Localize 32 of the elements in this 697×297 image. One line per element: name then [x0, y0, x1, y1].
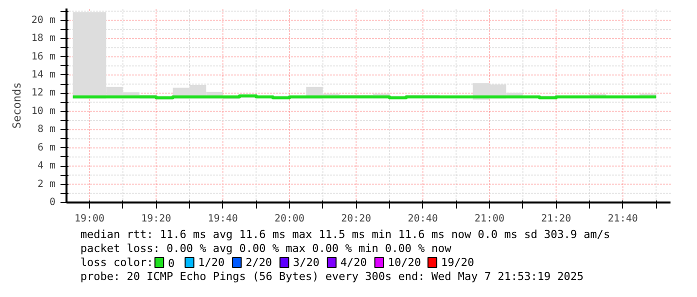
x-tick-label: 19:20 [141, 214, 172, 224]
legend-label: 3/20 [292, 256, 320, 269]
y-tick-label: 20 m [31, 14, 56, 26]
legend-label: 19/20 [440, 256, 474, 269]
x-tick-label: 20:00 [274, 214, 305, 224]
x-tick-label: 20:20 [341, 214, 372, 224]
text: median rtt: 11.6 ms avg 11.6 ms max 11.5 ms min 11.6 ms now 0.0 ms sd 303.9 am/s [80, 228, 610, 241]
x-tick-label: 21:20 [541, 214, 572, 224]
legend-title: loss color: [80, 256, 154, 269]
text: packet loss: 0.00 % avg 0.00 % max 0.00 % min 0.00 % now [80, 242, 452, 255]
y-tick-label: 4 m [37, 160, 56, 172]
legend-label: 4/20 [340, 256, 367, 269]
y-axis-title: Seconds [10, 82, 24, 129]
y-tick-label: 18 m [31, 33, 56, 44]
legend-label: 1/20 [198, 256, 225, 269]
y-tick-label: 8 m [37, 124, 56, 136]
y-tick-label: 14 m [31, 69, 56, 80]
text: probe: 20 ICMP Echo Pings (56 Bytes) every 300s end: Wed May 7 21:53:19 2025 [80, 270, 584, 283]
legend-label: 2/20 [246, 256, 272, 269]
x-tick-label: 19:40 [208, 214, 238, 224]
y-tick-label: 16 m [31, 51, 56, 62]
x-tick-label: 19:00 [74, 214, 105, 224]
y-tick-label: 6 m [37, 142, 56, 154]
y-tick-label: 10 m [31, 106, 56, 117]
x-tick-label: 20:40 [408, 214, 438, 224]
x-tick-label: 21:00 [474, 214, 505, 224]
x-tick-label: 21:40 [608, 214, 638, 224]
legend-label: 0 [168, 257, 175, 270]
y-tick-label: 2 m [37, 178, 56, 190]
y-tick-label: 12 m [31, 88, 56, 99]
y-tick-label: 0 [49, 197, 56, 208]
legend-label: 10/20 [388, 256, 421, 269]
